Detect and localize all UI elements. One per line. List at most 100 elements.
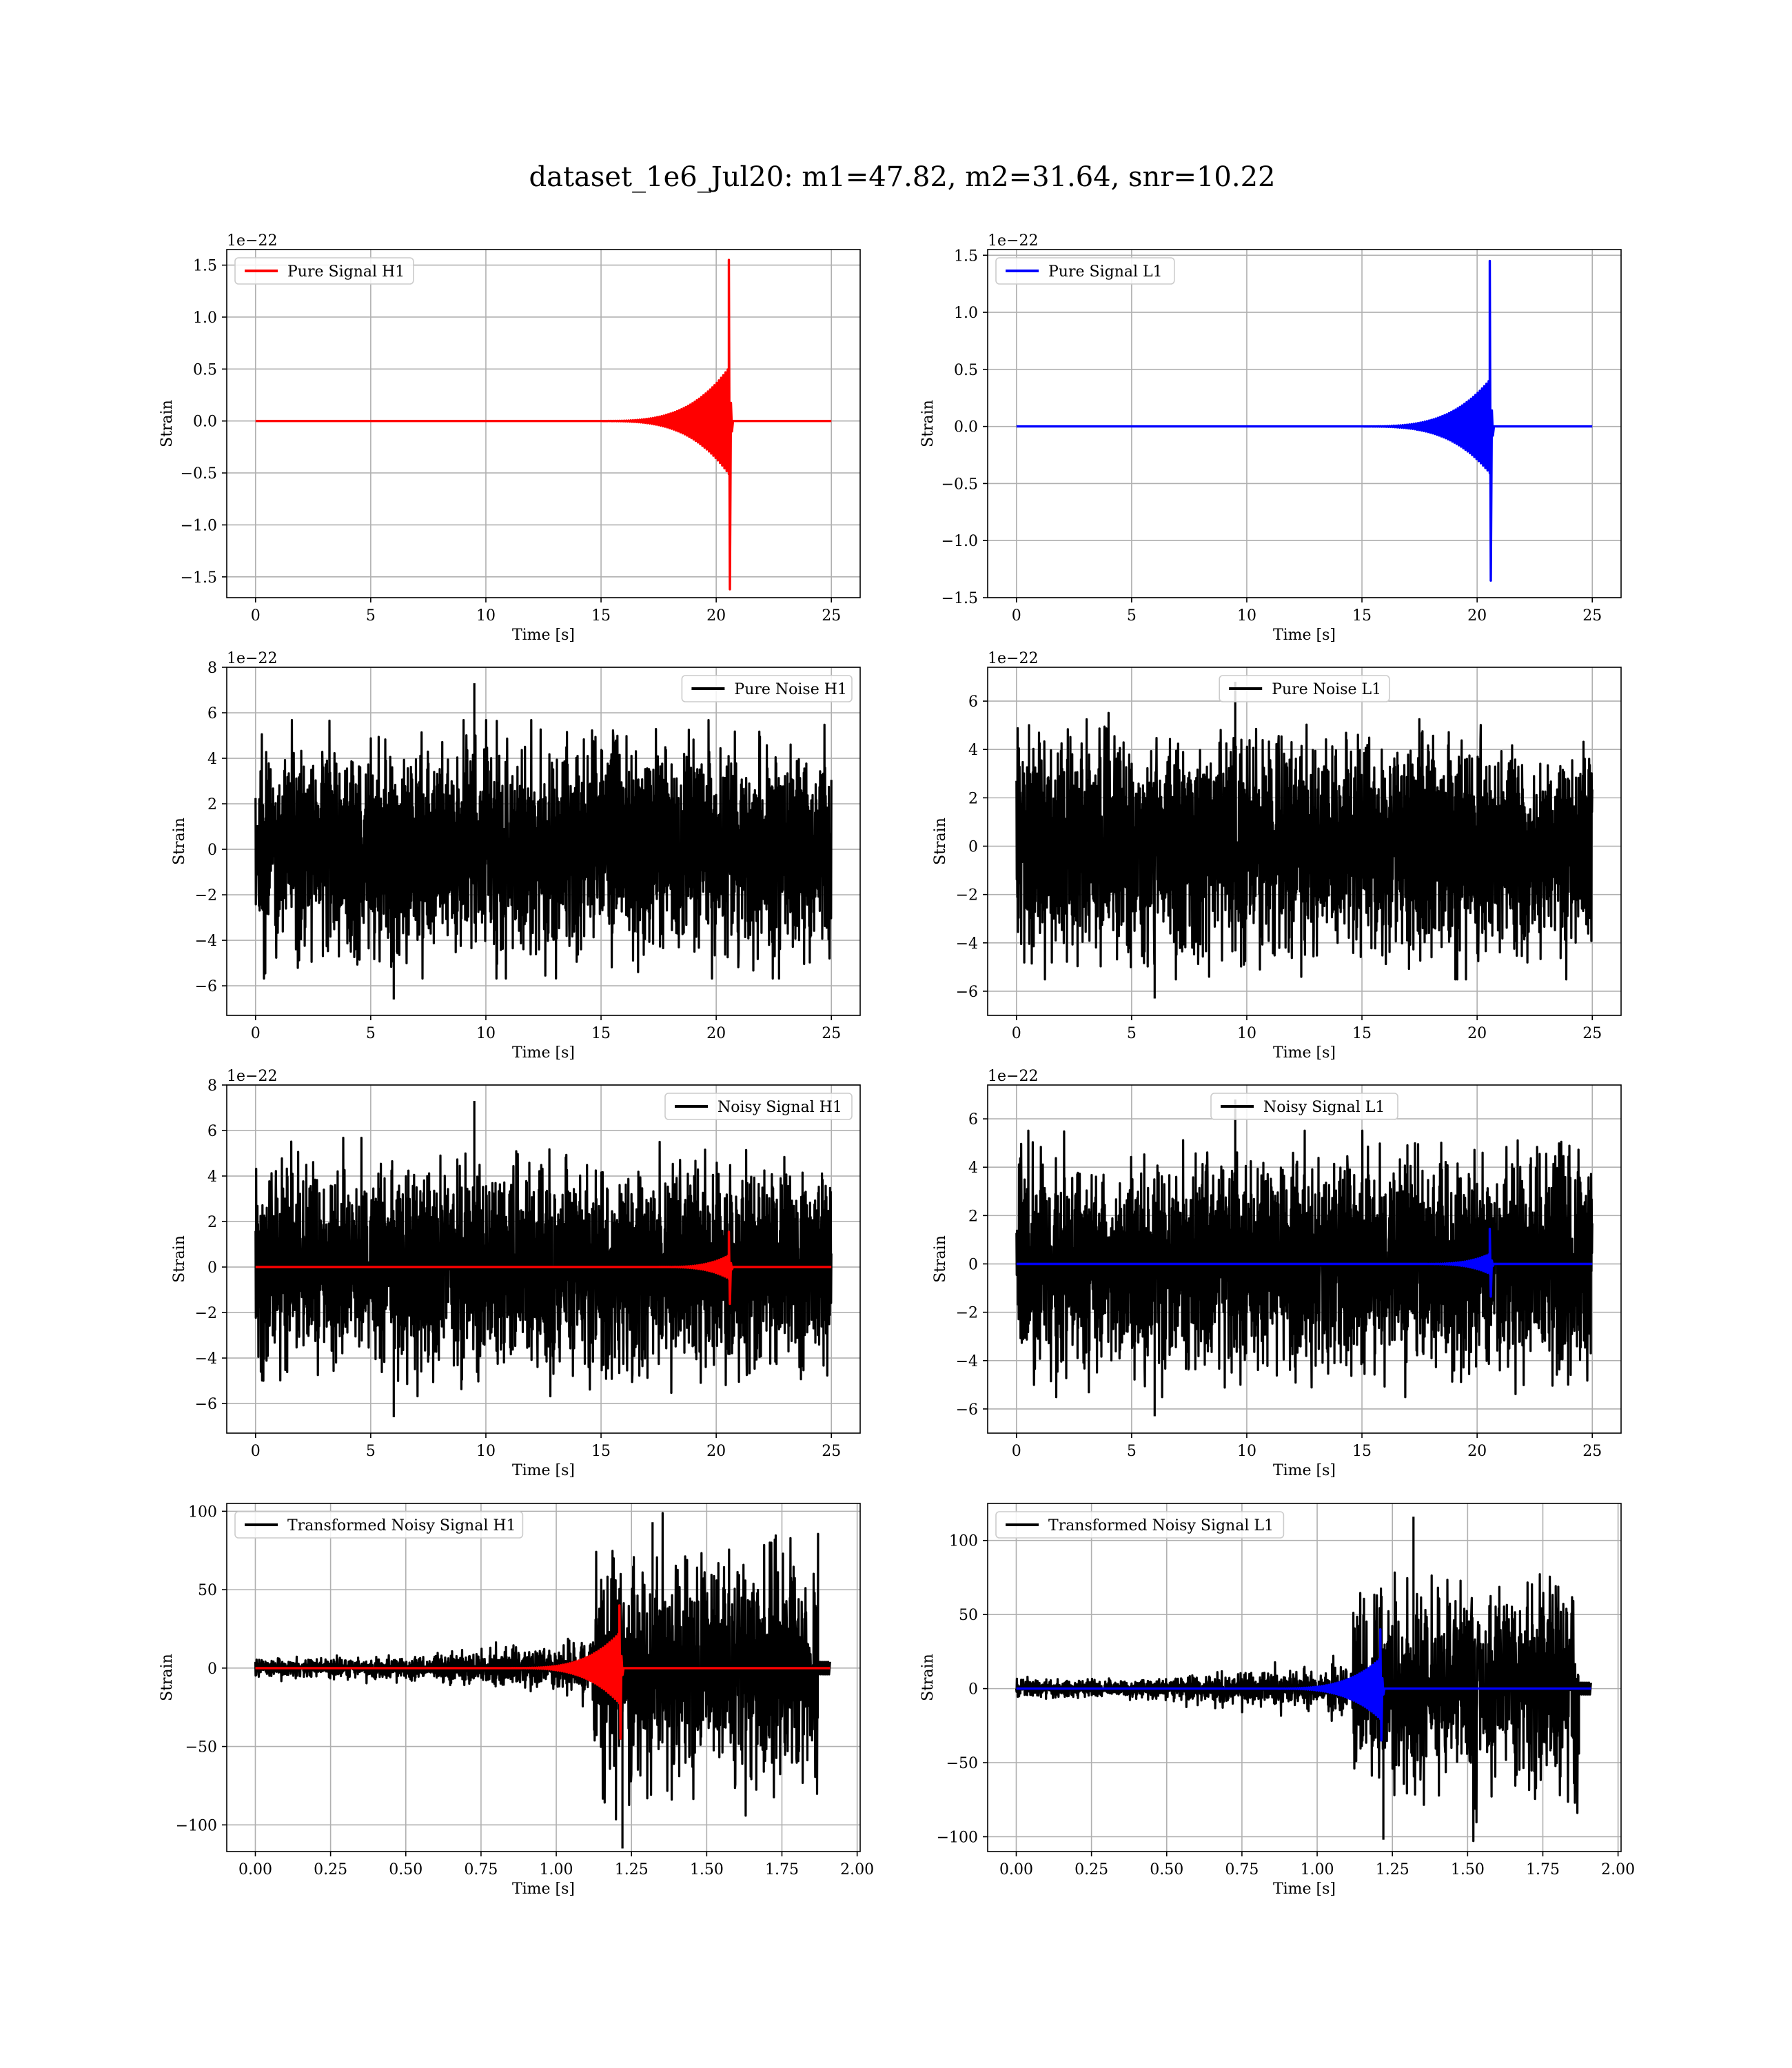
legend-label: Pure Noise H1 bbox=[734, 681, 847, 698]
x-tick-label: 5 bbox=[1127, 1443, 1137, 1460]
y-tick-label: 8 bbox=[207, 1077, 217, 1095]
y-tick-label: −4 bbox=[195, 1350, 217, 1368]
series-line bbox=[1016, 259, 1593, 582]
x-tick-label: 1.25 bbox=[615, 1861, 649, 1878]
x-axis-label: Time [s] bbox=[1273, 1044, 1336, 1062]
axes-frame bbox=[226, 249, 861, 598]
series-group bbox=[1016, 259, 1593, 582]
y-tick-label: 4 bbox=[968, 742, 978, 759]
legend-label: Noisy Signal H1 bbox=[717, 1099, 842, 1116]
subplot-transformed-noisy-signal-h1: 0.00 0.25 0.50 0.75 1.00 1.25 1.50 1.75 2.00 −100… bbox=[159, 1503, 874, 1898]
series-line bbox=[1015, 1517, 1592, 1843]
legend: Pure Signal H1 bbox=[234, 257, 414, 285]
axes-frame bbox=[226, 667, 861, 1016]
series-group bbox=[254, 1101, 833, 1417]
axes-frame bbox=[987, 667, 1622, 1016]
x-tick-label: 0 bbox=[251, 1443, 261, 1460]
x-tick-label: 0 bbox=[251, 1025, 261, 1042]
y-axis-label: Strain bbox=[919, 400, 937, 447]
x-tick-label: 10 bbox=[1237, 1443, 1256, 1460]
offset-text: 1e−22 bbox=[988, 232, 1038, 250]
x-tick-label: 0.50 bbox=[389, 1861, 422, 1878]
y-tick-label: 0.5 bbox=[193, 361, 217, 378]
y-tick-label: 2 bbox=[207, 1214, 217, 1231]
y-tick-label: 1.0 bbox=[954, 305, 978, 322]
y-tick-label: 6 bbox=[968, 693, 978, 711]
x-tick-label: 25 bbox=[822, 607, 841, 625]
x-axis-label: Time [s] bbox=[1273, 627, 1336, 644]
y-tick-label: 0.5 bbox=[954, 362, 978, 379]
y-tick-label: −100 bbox=[176, 1817, 217, 1834]
y-tick-label: −4 bbox=[195, 933, 217, 950]
legend: Noisy Signal H1 bbox=[664, 1093, 853, 1120]
series-line bbox=[1015, 682, 1594, 999]
x-tick-label: 0.75 bbox=[464, 1861, 498, 1878]
x-tick-label: 0.00 bbox=[999, 1861, 1033, 1878]
x-tick-label: 15 bbox=[1352, 1025, 1372, 1042]
x-tick-label: 25 bbox=[822, 1025, 841, 1042]
y-tick-label: −2 bbox=[956, 887, 978, 904]
y-tick-label: −1.5 bbox=[941, 590, 978, 607]
x-tick-label: 2.00 bbox=[1601, 1861, 1635, 1878]
series-group bbox=[254, 683, 833, 1000]
y-tick-label: 4 bbox=[207, 1168, 217, 1186]
legend-label: Transformed Noisy Signal L1 bbox=[1048, 1517, 1274, 1534]
legend-label: Pure Signal H1 bbox=[287, 263, 405, 281]
y-tick-label: 100 bbox=[949, 1533, 978, 1550]
x-tick-label: 5 bbox=[366, 1443, 376, 1460]
series-group bbox=[254, 1512, 831, 1849]
y-tick-label: 8 bbox=[207, 660, 217, 677]
y-tick-label: 0 bbox=[968, 839, 978, 856]
legend-box bbox=[995, 257, 1175, 285]
y-axis-label: Strain bbox=[919, 1654, 937, 1701]
y-tick-label: −1.0 bbox=[941, 533, 978, 550]
x-tick-label: 0 bbox=[1012, 1443, 1021, 1460]
x-tick-label: 15 bbox=[591, 1443, 611, 1460]
y-axis-label: Strain bbox=[932, 818, 949, 865]
series-group bbox=[1015, 1099, 1594, 1417]
y-tick-label: −100 bbox=[937, 1829, 978, 1847]
x-tick-label: 15 bbox=[1352, 1443, 1372, 1460]
y-tick-label: −1.0 bbox=[181, 517, 217, 534]
axes-frame bbox=[987, 1503, 1622, 1852]
x-tick-label: 20 bbox=[1467, 1025, 1487, 1042]
x-tick-label: 2.00 bbox=[840, 1861, 874, 1878]
legend: Noisy Signal L1 bbox=[1210, 1093, 1398, 1120]
y-tick-label: −50 bbox=[946, 1755, 978, 1772]
subplot-pure-noise-l1: 0 5 10 15 20 25 −6 −4 −2 0 2 4 6 Time [s] Strain 1e−22 P… bbox=[932, 650, 1622, 1062]
legend-box bbox=[234, 1511, 524, 1539]
x-tick-label: 15 bbox=[591, 1025, 611, 1042]
y-tick-label: 0 bbox=[207, 1661, 217, 1678]
y-tick-label: 2 bbox=[207, 796, 217, 813]
legend-label: Pure Signal L1 bbox=[1048, 263, 1163, 281]
x-tick-label: 10 bbox=[1237, 607, 1256, 625]
legend: Transformed Noisy Signal L1 bbox=[995, 1511, 1285, 1539]
x-axis-label: Time [s] bbox=[512, 1462, 575, 1479]
legend-label: Pure Noise L1 bbox=[1272, 681, 1381, 698]
figure-title: dataset_1e6_Jul20: m1=47.82, m2=31.64, s… bbox=[529, 161, 1275, 193]
y-tick-label: −4 bbox=[956, 1353, 978, 1370]
x-tick-label: 25 bbox=[1582, 1443, 1602, 1460]
legend-box bbox=[234, 257, 414, 285]
x-tick-label: 20 bbox=[1467, 607, 1487, 625]
x-axis-label: Time [s] bbox=[1273, 1462, 1336, 1479]
x-tick-label: 0.25 bbox=[1075, 1861, 1108, 1878]
legend-box bbox=[1210, 1093, 1398, 1120]
y-tick-label: 4 bbox=[968, 1159, 978, 1177]
y-tick-label: 1.5 bbox=[193, 258, 217, 275]
y-tick-label: −2 bbox=[195, 1305, 217, 1322]
y-tick-label: 0 bbox=[968, 1257, 978, 1274]
y-tick-label: 4 bbox=[207, 751, 217, 768]
y-axis-label: Strain bbox=[159, 1654, 176, 1701]
x-axis-label: Time [s] bbox=[1273, 1881, 1336, 1898]
x-tick-label: 5 bbox=[1127, 1025, 1137, 1042]
y-tick-label: −2 bbox=[956, 1305, 978, 1322]
series-line bbox=[254, 1101, 833, 1417]
y-tick-label: −6 bbox=[956, 984, 978, 1001]
offset-text: 1e−22 bbox=[988, 650, 1038, 667]
series-group bbox=[255, 258, 832, 591]
y-tick-label: −4 bbox=[956, 935, 978, 953]
series-line bbox=[254, 683, 833, 1000]
x-tick-label: 1.50 bbox=[690, 1861, 724, 1878]
